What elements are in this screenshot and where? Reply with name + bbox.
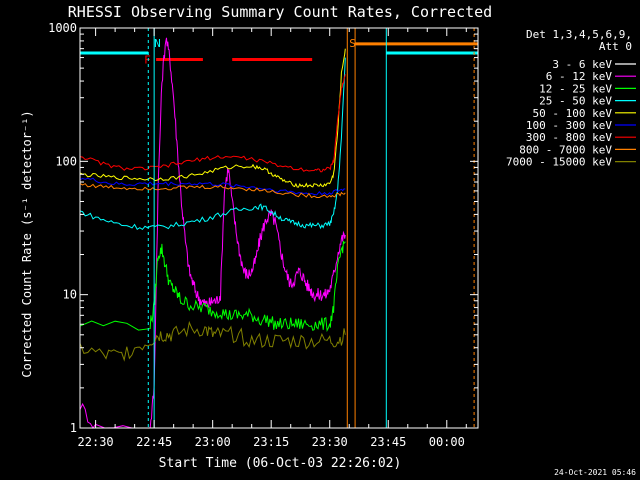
legend-subtitle: Att 0 bbox=[599, 40, 632, 53]
x-tick-label: 23:00 bbox=[195, 435, 231, 449]
series-layer bbox=[79, 37, 346, 429]
series-line bbox=[79, 57, 346, 231]
series-line bbox=[79, 183, 346, 199]
legend-entry-label: 800 - 7000 keV bbox=[519, 143, 612, 156]
series-line bbox=[79, 74, 346, 173]
marker-bars-layer: NF S bbox=[80, 37, 478, 67]
vertical-lines-layer bbox=[147, 28, 475, 428]
x-tick-label: 23:15 bbox=[253, 435, 289, 449]
legend-entry-label: 25 - 50 keV bbox=[539, 95, 612, 108]
chart-title: RHESSI Observing Summary Count Rates, Co… bbox=[68, 3, 492, 21]
series-line bbox=[79, 177, 346, 196]
series-line bbox=[79, 37, 346, 429]
event-marker-label: N bbox=[154, 37, 161, 50]
series-line bbox=[79, 240, 346, 333]
legend-entry-label: 300 - 800 keV bbox=[526, 131, 612, 144]
y-tick-label: 10 bbox=[63, 288, 77, 302]
legend-entry-label: 100 - 300 keV bbox=[526, 119, 612, 132]
y-tick-label: 1 bbox=[70, 421, 77, 435]
y-tick-label: 100 bbox=[55, 154, 77, 168]
x-tick-label: 23:45 bbox=[370, 435, 406, 449]
legend-entry-label: 3 - 6 keV bbox=[552, 58, 612, 71]
footer-timestamp: 24-Oct-2021 05:46 bbox=[554, 468, 636, 477]
legend-title: Det 1,3,4,5,6,9, bbox=[526, 28, 632, 41]
y-axis-label: Corrected Count Rate (s⁻¹ detector⁻¹) bbox=[20, 110, 34, 377]
x-tick-label: 23:30 bbox=[312, 435, 348, 449]
y-tick-label: 1000 bbox=[48, 21, 77, 35]
plot-frame bbox=[79, 27, 479, 429]
event-marker-label: S bbox=[349, 37, 356, 50]
legend-entry-label: 12 - 25 keV bbox=[539, 82, 612, 95]
x-tick-label: 22:30 bbox=[78, 435, 114, 449]
x-tick-label: 22:45 bbox=[136, 435, 172, 449]
axes-layer: 1 10 100 1000 22:30 22:45 23:00 23:15 23:30 23:45… bbox=[48, 21, 479, 449]
series-line bbox=[79, 48, 346, 188]
x-tick-label: 00:00 bbox=[429, 435, 465, 449]
series-line bbox=[79, 59, 346, 429]
legend-entry-label: 7000 - 15000 keV bbox=[506, 156, 612, 169]
series-line bbox=[79, 320, 346, 362]
event-marker-label: F bbox=[144, 54, 151, 67]
legend-entry-label: 50 - 100 keV bbox=[533, 107, 613, 120]
legend-entry-label: 6 - 12 keV bbox=[546, 70, 613, 83]
x-axis-label: Start Time (06-Oct-03 22:26:02) bbox=[159, 456, 402, 471]
